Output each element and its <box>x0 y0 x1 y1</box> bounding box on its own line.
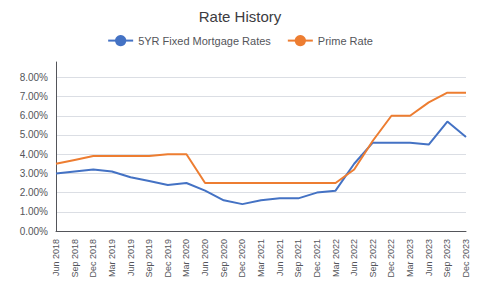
svg-text:8.00%: 8.00% <box>20 72 48 83</box>
svg-text:Jun 2019: Jun 2019 <box>126 239 136 276</box>
svg-text:Sep 2022: Sep 2022 <box>368 239 378 278</box>
svg-text:Jun 2023: Jun 2023 <box>424 239 434 276</box>
svg-text:Sep 2023: Sep 2023 <box>442 239 452 278</box>
svg-text:2.00%: 2.00% <box>20 187 48 198</box>
svg-text:4.00%: 4.00% <box>20 149 48 160</box>
svg-text:Mar 2021: Mar 2021 <box>256 239 266 277</box>
svg-text:Dec 2022: Dec 2022 <box>386 239 396 278</box>
svg-text:6.00%: 6.00% <box>20 110 48 121</box>
svg-text:Sep 2021: Sep 2021 <box>293 239 303 278</box>
svg-text:Dec 2019: Dec 2019 <box>163 239 173 278</box>
svg-text:Jun 2018: Jun 2018 <box>51 239 61 276</box>
svg-text:Sep 2018: Sep 2018 <box>70 239 80 278</box>
svg-text:Sep 2020: Sep 2020 <box>219 239 229 278</box>
svg-text:5YR Fixed Mortgage Rates: 5YR Fixed Mortgage Rates <box>138 35 271 47</box>
svg-text:Mar 2019: Mar 2019 <box>107 239 117 277</box>
svg-text:Jun 2021: Jun 2021 <box>275 239 285 276</box>
svg-text:Dec 2021: Dec 2021 <box>312 239 322 278</box>
svg-text:Jun 2022: Jun 2022 <box>349 239 359 276</box>
svg-text:Mar 2020: Mar 2020 <box>181 239 191 277</box>
svg-text:Rate History: Rate History <box>199 8 282 25</box>
svg-text:Dec 2018: Dec 2018 <box>88 239 98 278</box>
svg-text:Sep 2019: Sep 2019 <box>144 239 154 278</box>
svg-text:5.00%: 5.00% <box>20 129 48 140</box>
svg-text:Jun 2020: Jun 2020 <box>200 239 210 276</box>
svg-text:Mar 2022: Mar 2022 <box>331 239 341 277</box>
svg-text:0.00%: 0.00% <box>20 226 48 237</box>
svg-text:1.00%: 1.00% <box>20 206 48 217</box>
svg-text:7.00%: 7.00% <box>20 91 48 102</box>
svg-text:Prime Rate: Prime Rate <box>318 35 373 47</box>
svg-text:Dec 2020: Dec 2020 <box>237 239 247 278</box>
svg-text:Mar 2023: Mar 2023 <box>405 239 415 277</box>
svg-text:Dec 2023: Dec 2023 <box>461 239 471 278</box>
svg-text:3.00%: 3.00% <box>20 168 48 179</box>
